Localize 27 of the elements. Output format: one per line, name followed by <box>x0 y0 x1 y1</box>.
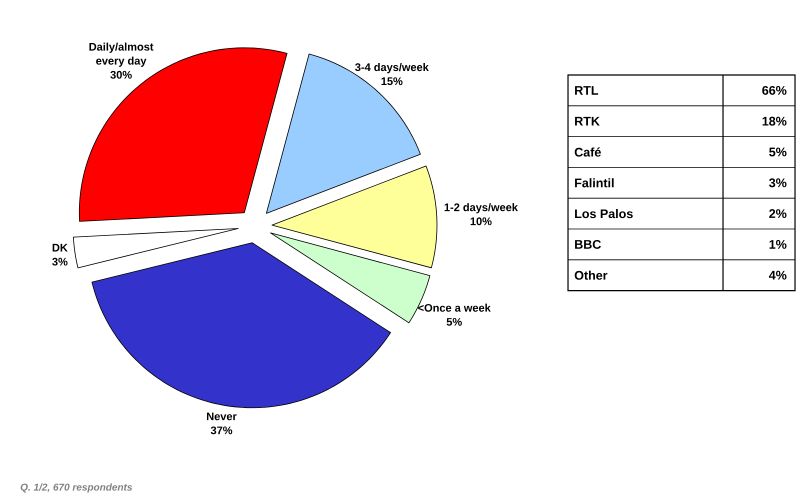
text: 18% <box>762 116 786 126</box>
text: 3% <box>769 178 786 188</box>
data-label: 30% <box>110 70 132 79</box>
data-label: 10% <box>470 217 492 226</box>
category-label: Café <box>574 147 601 157</box>
data-label: 5% <box>446 318 462 326</box>
text: 2% <box>769 209 786 218</box>
slice-label: Daily/almost every day <box>89 42 154 67</box>
category-label: RTK <box>575 116 600 126</box>
category-label: Falintil <box>575 178 614 188</box>
text: 66% <box>762 86 786 95</box>
data-label: 37% <box>210 426 232 434</box>
category-label: BBC <box>575 240 601 249</box>
category-label: RTL <box>575 86 598 95</box>
text: 4% <box>768 270 786 280</box>
text: 1% <box>770 240 786 249</box>
data-label: 15% <box>382 77 403 86</box>
data-label: 3% <box>52 258 68 266</box>
text: Q. 1/2, 670 respondents <box>20 483 132 493</box>
slice-label: 1-2 days/week <box>444 203 518 214</box>
category-label: Other <box>574 270 608 280</box>
slice-label: DK <box>52 244 68 252</box>
slice-label: 3-4 days/week <box>355 63 429 74</box>
category-label: Los Palos <box>575 208 633 218</box>
text: 5% <box>769 148 786 156</box>
slice-label: <Once a week <box>418 304 491 312</box>
slice-label: Never <box>206 412 237 420</box>
